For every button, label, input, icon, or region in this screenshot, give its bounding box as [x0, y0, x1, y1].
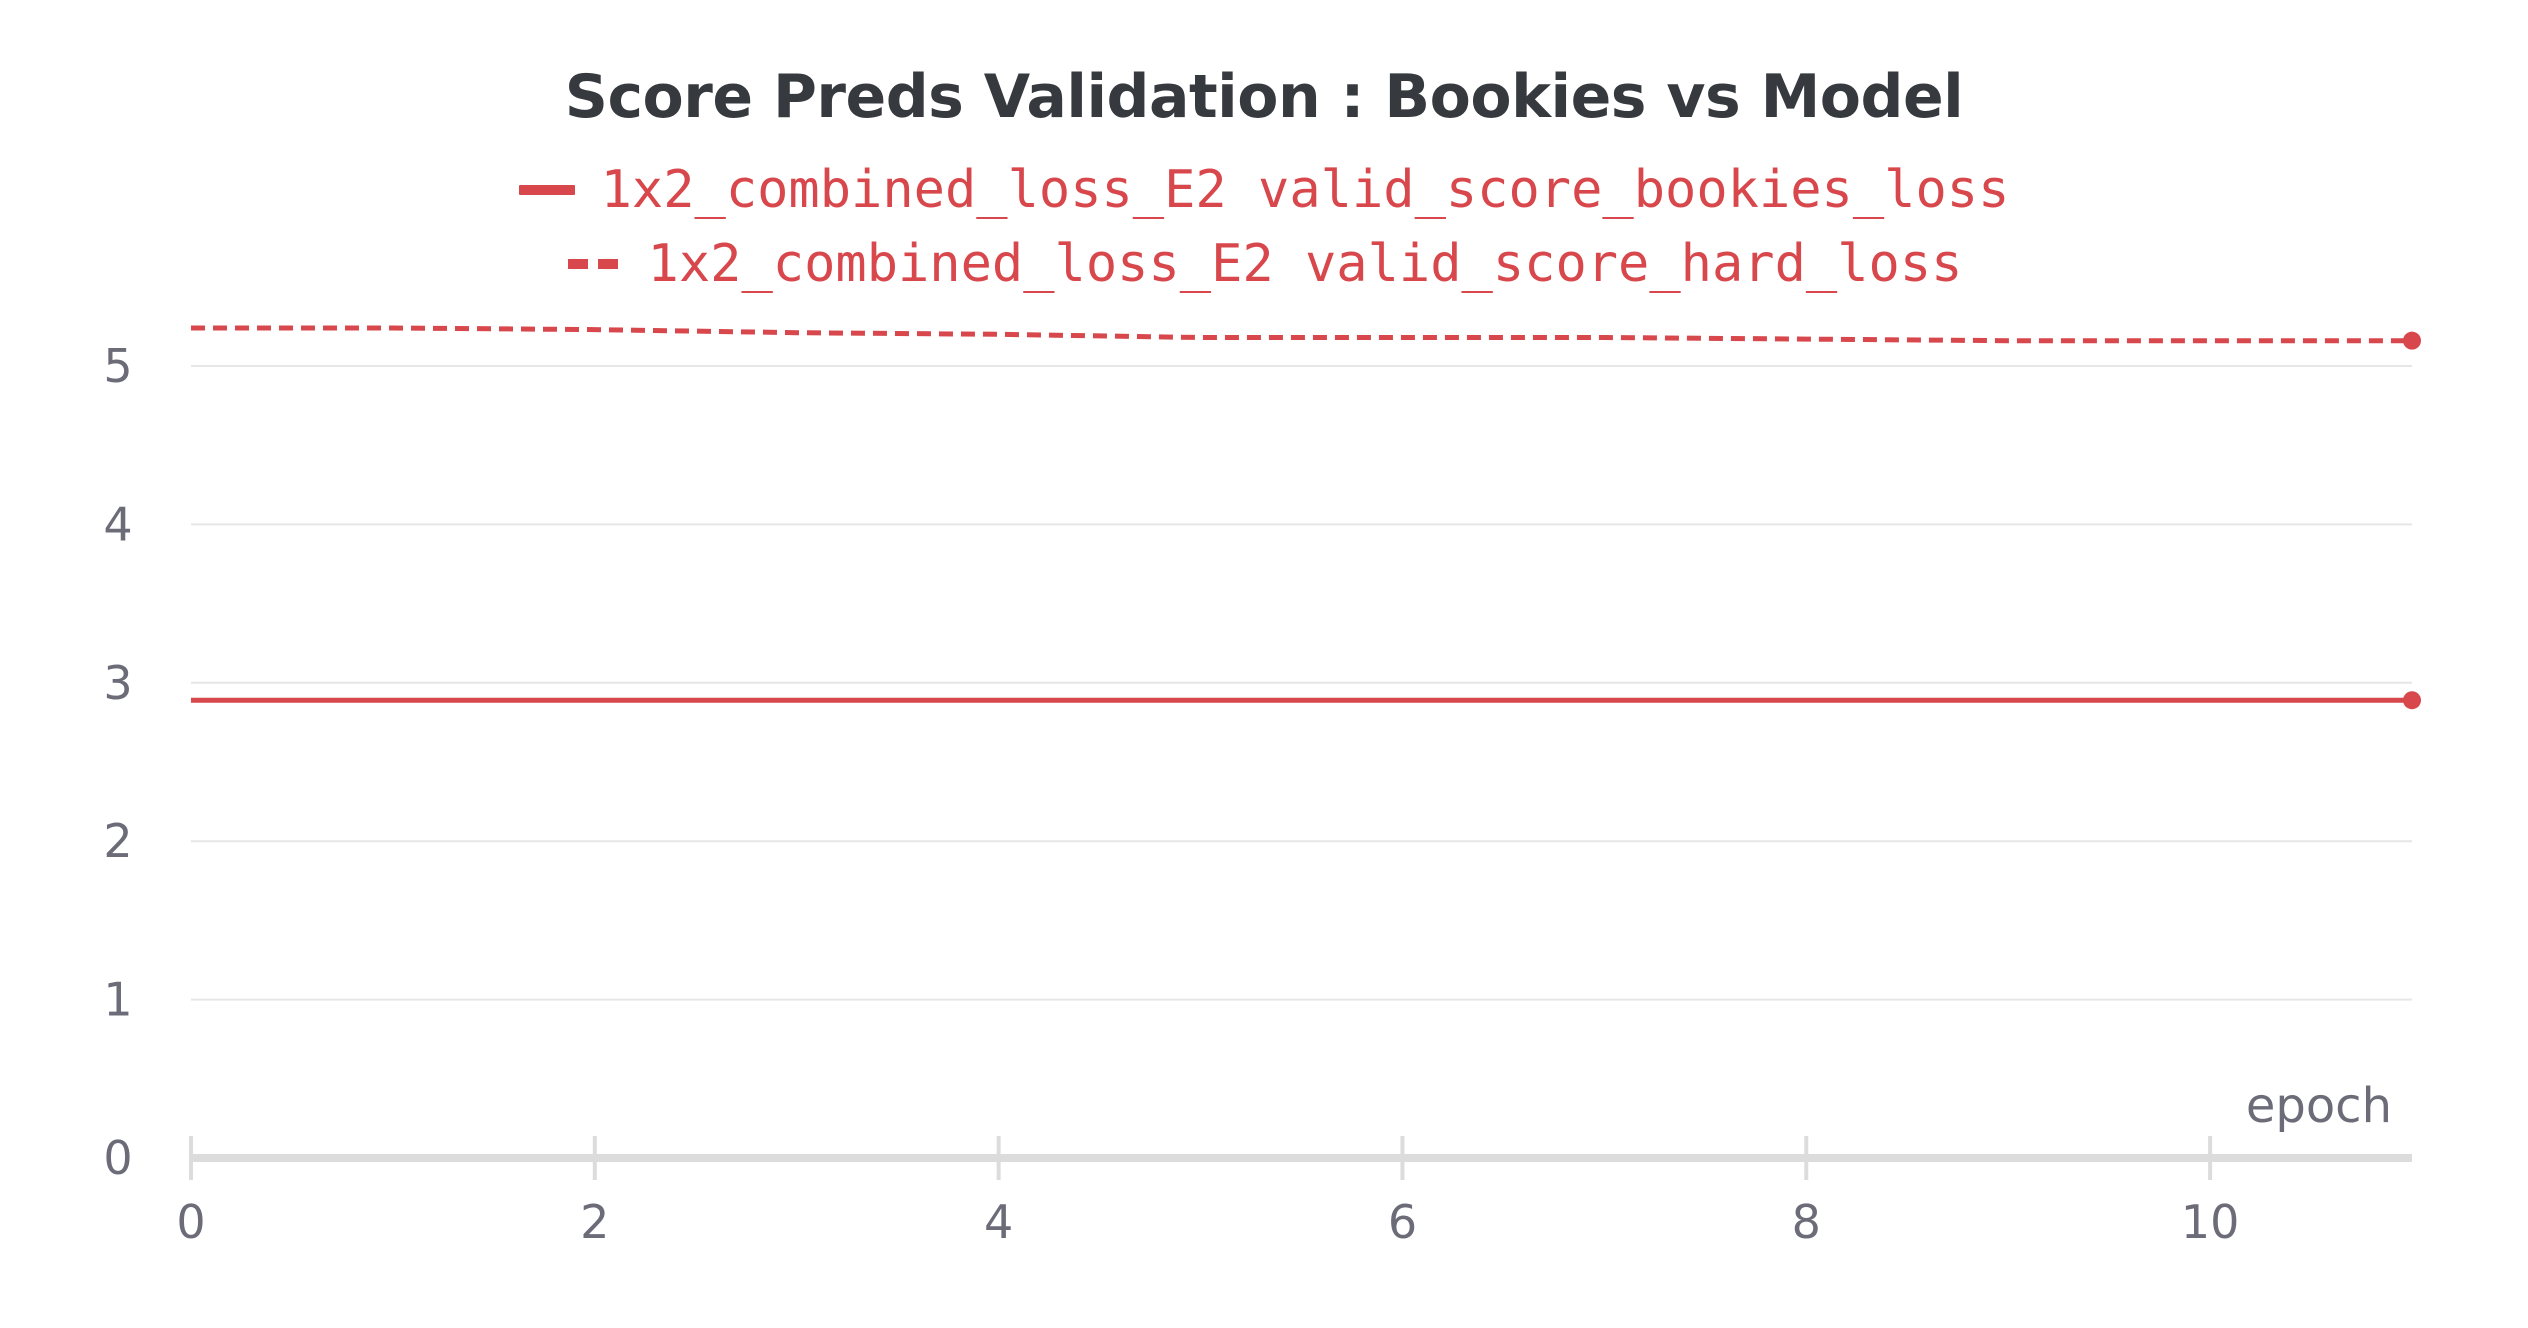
grid-lines: [191, 365, 2412, 1001]
y-tick-label-4: 4: [103, 497, 132, 551]
legend-label-bookies-loss: 1x2_combined_loss_E2 valid_score_bookies…: [600, 160, 2010, 220]
chart-title: Score Preds Validation : Bookies vs Mode…: [564, 62, 1964, 132]
x-axis: [189, 1136, 2412, 1180]
series-endpoint-1[interactable]: [2403, 331, 2421, 350]
y-tick-label-1: 1: [103, 973, 132, 1027]
y-tick-label-0: 0: [103, 1131, 132, 1185]
x-tick-label-8: 8: [1792, 1195, 1821, 1249]
y-tick-label-2: 2: [103, 814, 132, 868]
x-tick-label-4: 4: [984, 1195, 1013, 1249]
x-tick-label-0: 0: [176, 1195, 205, 1249]
legend-item-hard-loss[interactable]: 1x2_combined_loss_E2 valid_score_hard_lo…: [0, 234, 2528, 294]
legend-swatch-dashed: [566, 250, 622, 278]
x-tick-label-2: 2: [580, 1195, 609, 1249]
legend-item-bookies-loss[interactable]: 1x2_combined_loss_E2 valid_score_bookies…: [0, 160, 2528, 220]
x-axis-title: epoch: [2246, 1078, 2392, 1134]
tick-labels: 0 1 2 3 4 5 0 2 4 6 8 10 epoch: [103, 339, 2392, 1249]
y-tick-label-3: 3: [103, 656, 132, 710]
legend-swatch-solid: [518, 176, 575, 204]
series-line-1[interactable]: [191, 325, 2412, 344]
x-tick-label-10: 10: [2181, 1195, 2240, 1249]
y-tick-label-5: 5: [103, 339, 132, 393]
x-tick-label-6: 6: [1388, 1195, 1417, 1249]
legend-label-hard-loss: 1x2_combined_loss_E2 valid_score_hard_lo…: [647, 234, 1963, 294]
series-endpoint-0[interactable]: [2403, 691, 2421, 710]
series-lines: [191, 325, 2421, 710]
